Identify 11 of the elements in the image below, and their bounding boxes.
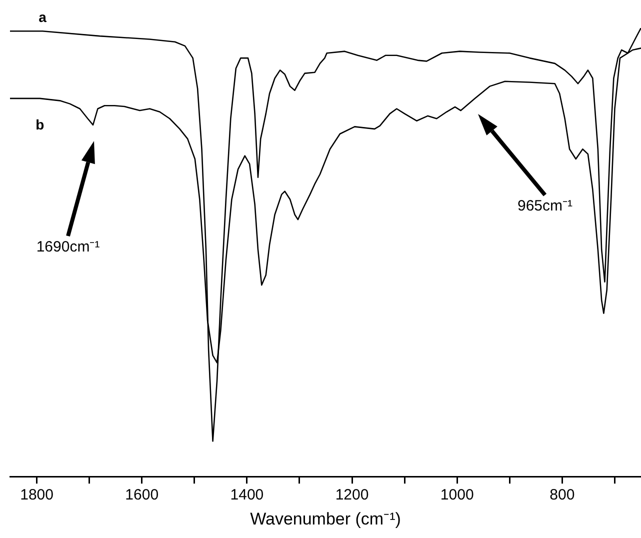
x-axis-title: Wavenumber (cm⁻¹) xyxy=(250,509,401,528)
x-tick-label: 1600 xyxy=(125,486,159,504)
x-tick-label: 1000 xyxy=(440,486,474,504)
x-tick-label: 1800 xyxy=(20,486,54,504)
series-label: b xyxy=(36,116,44,132)
x-tick-label: 1200 xyxy=(335,486,369,504)
annotation: 1690cm⁻¹ xyxy=(36,238,100,256)
x-tick-label: 800 xyxy=(550,486,575,504)
x-tick-label: 1400 xyxy=(230,486,264,504)
series-label: a xyxy=(38,9,47,25)
annotation: 965cm⁻¹ xyxy=(517,198,573,215)
